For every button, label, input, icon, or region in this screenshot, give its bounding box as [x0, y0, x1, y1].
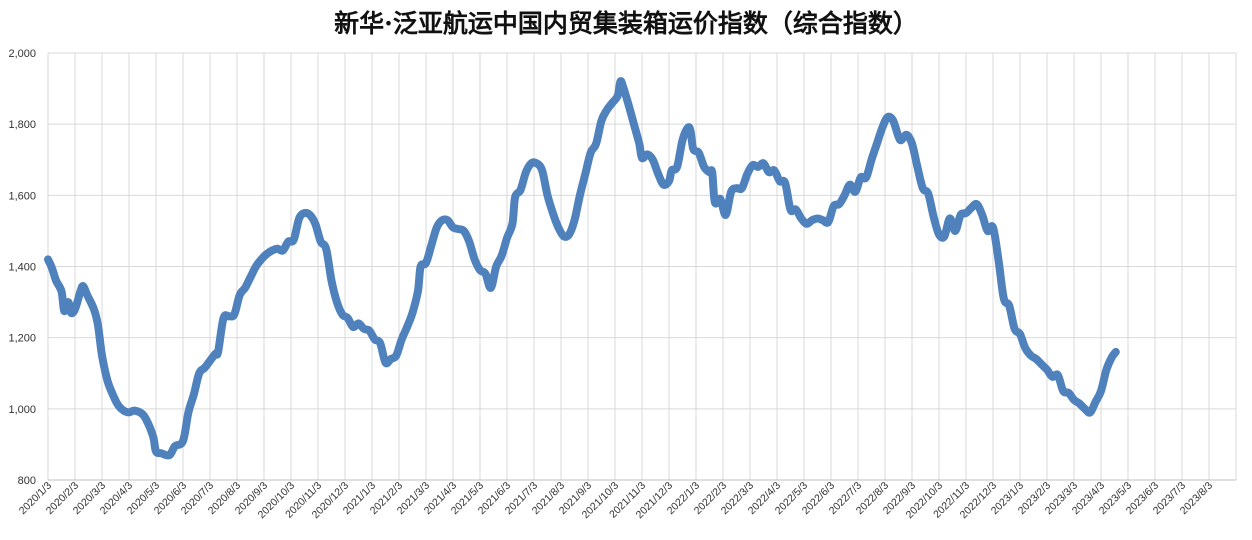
y-tick-label: 1,000	[8, 404, 36, 416]
series-layer	[44, 77, 1120, 460]
y-tick-label: 2,000	[8, 48, 36, 60]
grid-lines	[47, 52, 1237, 481]
axis-labels: 8001,0001,2001,4001,6001,8002,0002020/1/…	[8, 48, 1236, 521]
y-tick-label: 800	[18, 475, 36, 487]
series-line	[44, 77, 1120, 460]
y-tick-label: 1,600	[8, 190, 36, 202]
y-tick-label: 1,200	[8, 333, 36, 345]
y-tick-label: 1,800	[8, 119, 36, 131]
y-tick-label: 1,400	[8, 262, 36, 274]
chart-title: 新华·泛亚航运中国内贸集装箱运价指数（综合指数）	[334, 9, 918, 38]
